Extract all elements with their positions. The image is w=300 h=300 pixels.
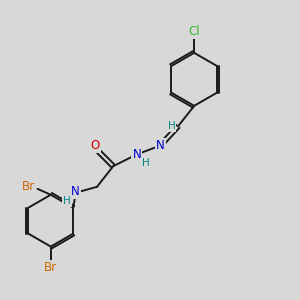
- Text: Cl: Cl: [188, 25, 200, 38]
- Text: N: N: [132, 148, 141, 161]
- Text: O: O: [90, 139, 100, 152]
- Text: N: N: [156, 139, 165, 152]
- Text: N: N: [71, 185, 80, 198]
- Text: Br: Br: [44, 261, 57, 274]
- Text: H: H: [63, 196, 71, 206]
- Text: H: H: [142, 158, 150, 168]
- Text: Br: Br: [22, 180, 35, 193]
- Text: H: H: [168, 122, 176, 131]
